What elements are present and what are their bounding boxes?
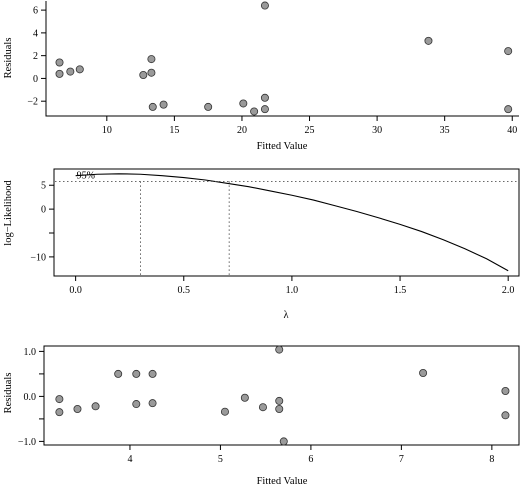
residual-plot-bottom-point	[279, 437, 288, 446]
residual-plot-top-xtick-label: 20	[237, 125, 247, 136]
residual-plot-top-ytick-label: −2	[27, 97, 38, 108]
boxcox-likelihood-plot: λ log−Likelihood 0.0 0.5 1.0 1.5 2.0 −10 0 5 95%	[3, 168, 520, 321]
residual-plot-bottom-frame	[43, 345, 520, 446]
residual-plot-top-point	[260, 93, 269, 102]
residual-plot-bottom-ytick-label: 0.0	[24, 392, 37, 403]
residual-plot-bottom-point	[275, 404, 284, 413]
boxcox-plot-xtick-label: 0.0	[69, 285, 82, 296]
residual-plot-bottom-xtick-label: 7	[399, 454, 404, 465]
residual-plot-top-point	[55, 69, 64, 78]
residual-plot-bottom-point	[114, 369, 123, 378]
residual-plot-bottom-point	[132, 400, 141, 409]
residual-plot-bottom-xtick-label: 6	[308, 454, 313, 465]
residual-plot-bottom-xtick-label: 4	[127, 454, 132, 465]
residual-plot-bottom-point	[148, 369, 157, 378]
residual-plot-bottom-point	[419, 368, 428, 377]
residual-plot-bottom-ytick-label: −1.0	[18, 437, 36, 448]
residual-plot-bottom-point	[501, 411, 510, 420]
residual-plot-bottom-point	[55, 395, 64, 404]
residual-plot-top-point	[424, 36, 433, 45]
boxcox-plot-xtick-label: 2.0	[502, 285, 515, 296]
residual-plot-top-xtick-label: 30	[372, 125, 382, 136]
boxcox-plot-ytick-label: 5	[41, 181, 46, 192]
residual-plot-bottom-point	[275, 345, 284, 354]
residual-plot-top-point	[504, 105, 513, 114]
residual-plot-top-xlabel: Fitted Value	[257, 141, 308, 152]
residual-plot-top-point	[66, 67, 75, 76]
residual-plot-bottom-point	[55, 408, 64, 417]
residual-plot-top-xtick-label: 40	[507, 125, 517, 136]
residual-plot-bottom-xtick-label: 5	[218, 454, 223, 465]
residual-plot-top-point	[250, 107, 259, 116]
residual-plot-bottom: Fitted Value Residuals 4 5 6 7 8 −1.0 0.0 1.0	[3, 345, 520, 487]
residual-plot-top-point	[159, 100, 168, 109]
residual-plot-top-point	[55, 58, 64, 67]
boxcox-plot-xtick-label: 1.5	[394, 285, 407, 296]
residual-plot-top-point	[147, 55, 156, 64]
residual-plot-top-point	[139, 71, 148, 80]
boxcox-plot-xlabel: λ	[283, 310, 289, 321]
residual-plot-top-xtick-label: 35	[440, 125, 450, 136]
residual-plot-top-xtick-label: 15	[169, 125, 179, 136]
residual-plot-top-ytick-label: 2	[33, 51, 38, 62]
boxcox-plot-ylabel: log−Likelihood	[3, 180, 14, 246]
residual-plot-top-point	[148, 102, 157, 111]
boxcox-plot-xtick-label: 1.0	[286, 285, 299, 296]
residual-plot-bottom-point	[258, 403, 267, 412]
boxcox-plot-frame	[53, 168, 520, 277]
residual-plot-bottom-point	[240, 393, 249, 402]
residual-plot-top-point	[204, 102, 213, 111]
residual-plot-top-point	[504, 47, 513, 56]
residual-plot-top-ytick-label: 0	[33, 74, 38, 85]
boxcox-plot-ytick-label: 0	[41, 205, 46, 216]
residual-plot-bottom-xtick-label: 8	[489, 454, 494, 465]
boxcox-plot-xtick-label: 0.5	[178, 285, 191, 296]
loglik-curve	[75, 173, 509, 272]
residual-plot-bottom-point	[501, 386, 510, 395]
residual-plot-bottom-point	[73, 404, 82, 413]
residual-plot-top-xtick-label: 25	[305, 125, 315, 136]
residual-plot-top-ytick-label: 4	[33, 28, 38, 39]
residual-plot-top-point	[239, 99, 248, 108]
residual-plot-bottom-point	[220, 407, 229, 416]
residual-plot-bottom-point	[275, 396, 284, 405]
residual-plot-top-ytick-label: 6	[33, 6, 38, 17]
boxcox-plot-ytick-label: −10	[30, 252, 46, 263]
residual-plot-bottom-point	[132, 369, 141, 378]
residual-plot-bottom-point	[148, 399, 157, 408]
residual-plot-top-xtick-label: 10	[102, 125, 112, 136]
residual-plot-bottom-ytick-label: 1.0	[24, 347, 37, 358]
residual-plot-bottom-point	[91, 402, 100, 411]
residual-plot-top-point	[260, 1, 269, 10]
ci-label: 95%	[77, 170, 95, 181]
residual-plot-top-ylabel: Residuals	[3, 38, 14, 79]
residual-plot-top: Fitted Value Residuals 10 15 20 25 30 35 40 −2 0…	[3, 1, 519, 152]
residual-plot-top-point	[147, 68, 156, 77]
residual-plot-top-axes	[45, 1, 519, 117]
residual-plot-top-point	[75, 65, 84, 74]
residual-plot-bottom-xlabel: Fitted Value	[257, 476, 308, 487]
residual-plot-bottom-ylabel: Residuals	[3, 373, 14, 414]
residual-plot-top-point	[260, 105, 269, 114]
